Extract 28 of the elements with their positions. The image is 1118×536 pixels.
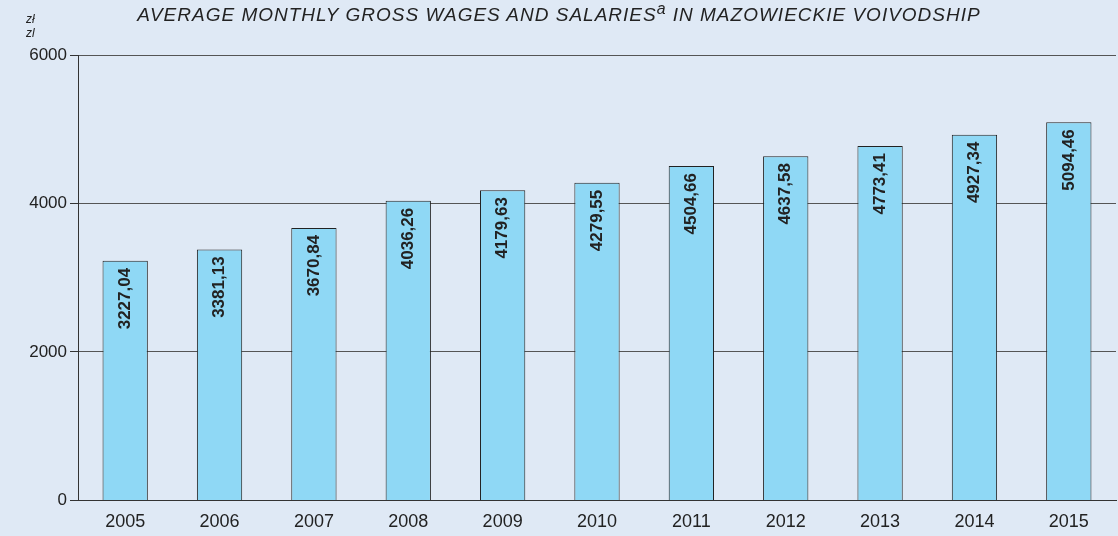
x-tick-label: 2006 [199,511,240,532]
x-tick-label: 2012 [765,511,806,532]
y-axis-title: zł zl [26,12,35,40]
data-label: 3670,84 [303,234,323,297]
x-tick-label: 2009 [482,511,523,532]
y-tick-label: 2000 [29,341,67,361]
y-tick-label: 4000 [29,193,67,213]
x-tick-label: 2014 [954,511,995,532]
x-tick-label: 2007 [293,511,334,532]
data-label: 4504,66 [681,173,701,235]
data-label: 3227,04 [114,267,134,330]
data-label: 4179,63 [492,197,512,259]
data-label: 4637,58 [775,163,795,225]
data-label: 4927,34 [964,141,984,204]
data-label: 4036,26 [397,207,417,270]
y-tick-label: 0 [57,490,67,510]
data-label: 3381,13 [209,256,229,318]
y-tick-label: 6000 [29,44,67,64]
x-tick-label: 2011 [672,511,711,532]
x-tick-label: 2005 [105,511,146,532]
data-label: 4773,41 [869,153,889,215]
data-label: 4279,55 [586,189,606,252]
chart-title: AVERAGE MONTHLY GROSS WAGES AND SALARIES$^{a}$ IN MAZOWIECKIE VOIVODSHIP [137,0,981,26]
x-tick-label: 2008 [388,511,429,532]
x-tick-label: 2013 [860,511,901,532]
x-tick-label: 2010 [576,511,618,532]
x-tick-label: 2015 [1048,511,1089,532]
data-label: 5094,46 [1058,129,1078,191]
